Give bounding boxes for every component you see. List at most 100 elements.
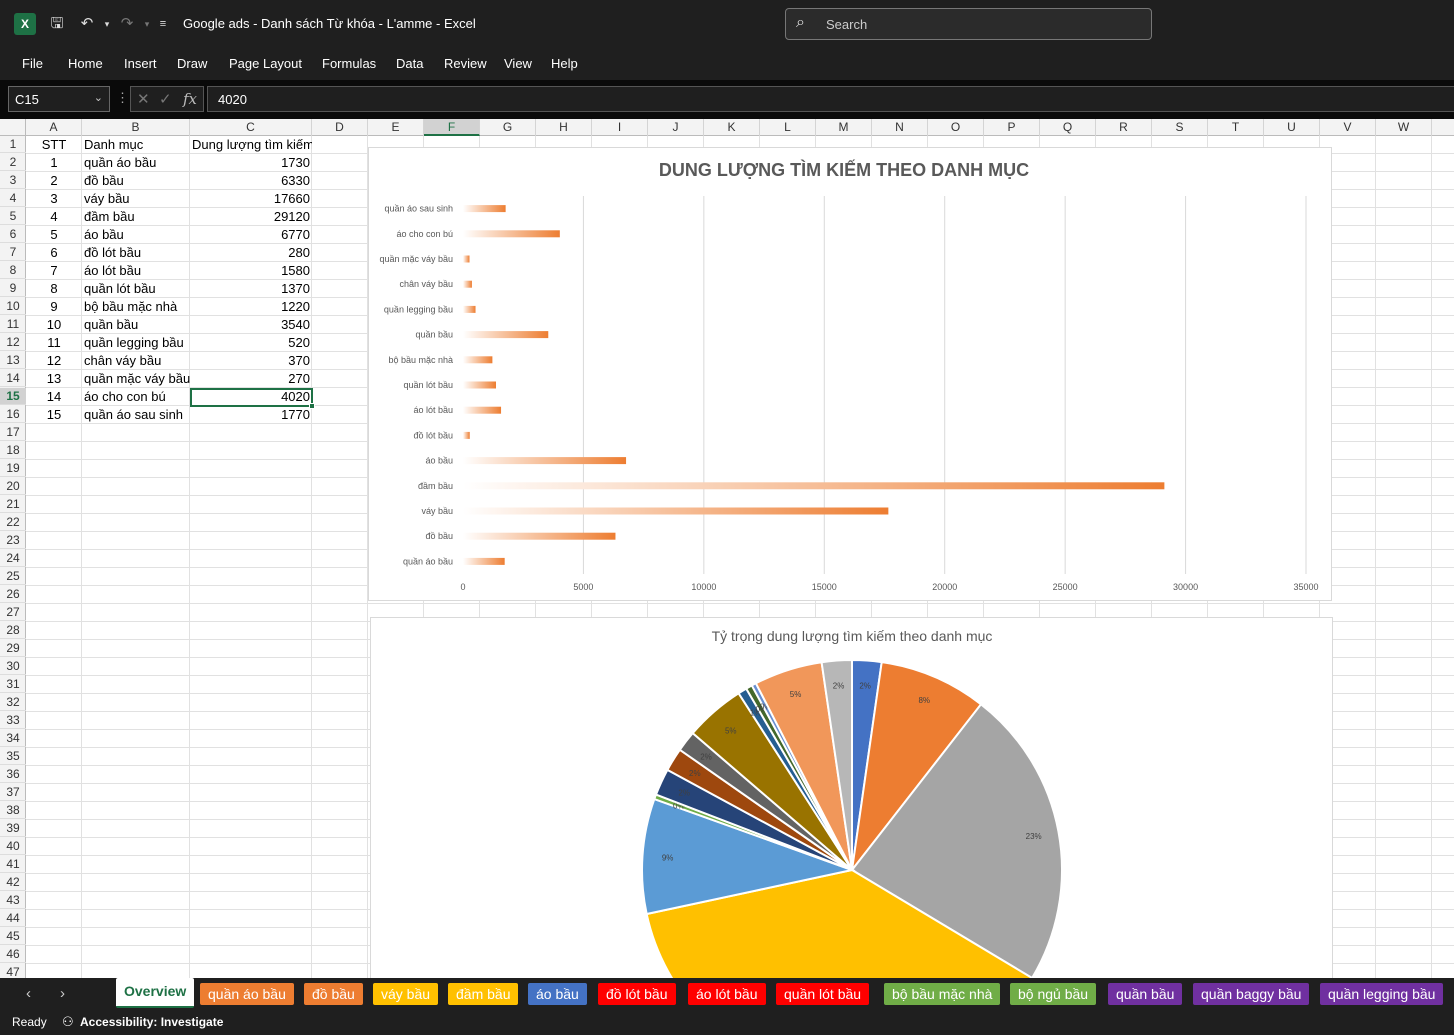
column-header-n[interactable]: N (872, 119, 928, 136)
row-header-2[interactable]: 2 (0, 154, 26, 171)
row-header-34[interactable]: 34 (0, 730, 26, 747)
row-header-40[interactable]: 40 (0, 838, 26, 855)
sheet-tab[interactable]: Overview (116, 978, 194, 1008)
cell-stt[interactable]: 7 (26, 262, 82, 279)
column-header-c[interactable]: C (190, 119, 312, 136)
cell-stt[interactable]: 1 (26, 154, 82, 171)
menu-home[interactable]: Home (68, 56, 103, 71)
cell-danh-muc[interactable]: áo lót bầu (82, 262, 190, 279)
column-header-v[interactable]: V (1320, 119, 1376, 136)
row-header-47[interactable]: 47 (0, 964, 26, 978)
cell-stt[interactable]: 9 (26, 298, 82, 315)
row-header-18[interactable]: 18 (0, 442, 26, 459)
cell-dung-luong[interactable]: 3540 (190, 316, 312, 333)
sheet-tab[interactable]: quần lót bầu (776, 983, 869, 1005)
row-header-7[interactable]: 7 (0, 244, 26, 261)
row-header-12[interactable]: 12 (0, 334, 26, 351)
cell-danh-muc[interactable]: quần mặc váy bầu (82, 370, 190, 387)
cell-stt[interactable]: 6 (26, 244, 82, 261)
cell-danh-muc[interactable]: quần legging bầu (82, 334, 190, 351)
cell-dung-luong[interactable]: 6330 (190, 172, 312, 189)
cell-stt[interactable]: 2 (26, 172, 82, 189)
cell-dung-luong[interactable]: 1220 (190, 298, 312, 315)
cell-dung-luong[interactable]: 6770 (190, 226, 312, 243)
cell-danh-muc[interactable]: quần áo bầu (82, 154, 190, 171)
sheet-tab[interactable]: bộ bầu mặc nhà (884, 983, 1000, 1005)
name-box[interactable]: C15 ⌄ (8, 86, 110, 112)
select-all-corner[interactable] (0, 119, 26, 136)
column-header-o[interactable]: O (928, 119, 984, 136)
cell-stt[interactable]: 3 (26, 190, 82, 207)
cell-dung-luong[interactable]: 520 (190, 334, 312, 351)
row-header-45[interactable]: 45 (0, 928, 26, 945)
cell-danh-muc[interactable]: áo bầu (82, 226, 190, 243)
column-header-j[interactable]: J (648, 119, 704, 136)
row-header-43[interactable]: 43 (0, 892, 26, 909)
cell-dung-luong[interactable]: 280 (190, 244, 312, 261)
cell-dung-luong[interactable]: 1370 (190, 280, 312, 297)
column-header-t[interactable]: T (1208, 119, 1264, 136)
row-header-17[interactable]: 17 (0, 424, 26, 441)
sheet-tab[interactable]: quần áo bầu (200, 983, 294, 1005)
row-header-38[interactable]: 38 (0, 802, 26, 819)
row-header-15[interactable]: 15 (0, 388, 26, 405)
sheet-tab[interactable]: quần baggy bầu (1193, 983, 1309, 1005)
row-header-29[interactable]: 29 (0, 640, 26, 657)
cell-stt[interactable]: 8 (26, 280, 82, 297)
bar-chart[interactable]: DUNG LƯỢNG TÌM KIẾM THEO DANH MỤC 0 5000 1… (368, 147, 1332, 601)
undo-dropdown-icon[interactable]: ▾ (96, 13, 118, 35)
cancel-icon[interactable]: ✕ (137, 90, 150, 108)
row-header-8[interactable]: 8 (0, 262, 26, 279)
next-sheet-icon[interactable]: › (60, 985, 65, 1002)
column-header-u[interactable]: U (1264, 119, 1320, 136)
column-header-w[interactable]: W (1376, 119, 1432, 136)
save-icon[interactable]: 🖫 (46, 13, 68, 35)
row-header-14[interactable]: 14 (0, 370, 26, 387)
cell-stt[interactable]: 10 (26, 316, 82, 333)
row-header-10[interactable]: 10 (0, 298, 26, 315)
insert-function-icon[interactable]: fx (183, 90, 197, 108)
column-header-a[interactable]: A (26, 119, 82, 136)
column-header-s[interactable]: S (1152, 119, 1208, 136)
cell-stt[interactable]: 4 (26, 208, 82, 225)
cell-stt[interactable]: 11 (26, 334, 82, 351)
cell-dung-luong[interactable]: 1580 (190, 262, 312, 279)
column-header-d[interactable]: D (312, 119, 368, 136)
cell-stt[interactable]: 5 (26, 226, 82, 243)
menu-page-layout[interactable]: Page Layout (229, 56, 302, 71)
menu-insert[interactable]: Insert (124, 56, 157, 71)
enter-icon[interactable]: ✓ (159, 90, 172, 108)
row-header-30[interactable]: 30 (0, 658, 26, 675)
header-dung-luong[interactable]: Dung lượng tìm kiếm (190, 136, 312, 153)
column-header-i[interactable]: I (592, 119, 648, 136)
undo-icon[interactable]: ↶ (76, 13, 98, 35)
sheet-tab[interactable]: áo bầu (528, 983, 587, 1005)
cell-danh-muc[interactable]: bộ bầu mặc nhà (82, 298, 190, 315)
row-header-5[interactable]: 5 (0, 208, 26, 225)
active-cell-indicator[interactable] (190, 388, 313, 407)
column-header-m[interactable]: M (816, 119, 872, 136)
menu-view[interactable]: View (504, 56, 532, 71)
column-header-h[interactable]: H (536, 119, 592, 136)
row-header-22[interactable]: 22 (0, 514, 26, 531)
cell-stt[interactable]: 14 (26, 388, 82, 405)
row-header-31[interactable]: 31 (0, 676, 26, 693)
row-header-20[interactable]: 20 (0, 478, 26, 495)
cell-stt[interactable]: 12 (26, 352, 82, 369)
row-header-27[interactable]: 27 (0, 604, 26, 621)
column-header-r[interactable]: R (1096, 119, 1152, 136)
row-header-23[interactable]: 23 (0, 532, 26, 549)
cell-stt[interactable]: 15 (26, 406, 82, 423)
column-header-l[interactable]: L (760, 119, 816, 136)
row-header-41[interactable]: 41 (0, 856, 26, 873)
sheet-tab[interactable]: đồ lót bầu (598, 983, 676, 1005)
sheet-tab[interactable]: bộ ngủ bầu (1010, 983, 1096, 1005)
column-header-g[interactable]: G (480, 119, 536, 136)
row-header-35[interactable]: 35 (0, 748, 26, 765)
row-header-3[interactable]: 3 (0, 172, 26, 189)
cell-danh-muc[interactable]: đồ bầu (82, 172, 190, 189)
menu-review[interactable]: Review (444, 56, 487, 71)
cell-danh-muc[interactable]: váy bầu (82, 190, 190, 207)
row-header-6[interactable]: 6 (0, 226, 26, 243)
